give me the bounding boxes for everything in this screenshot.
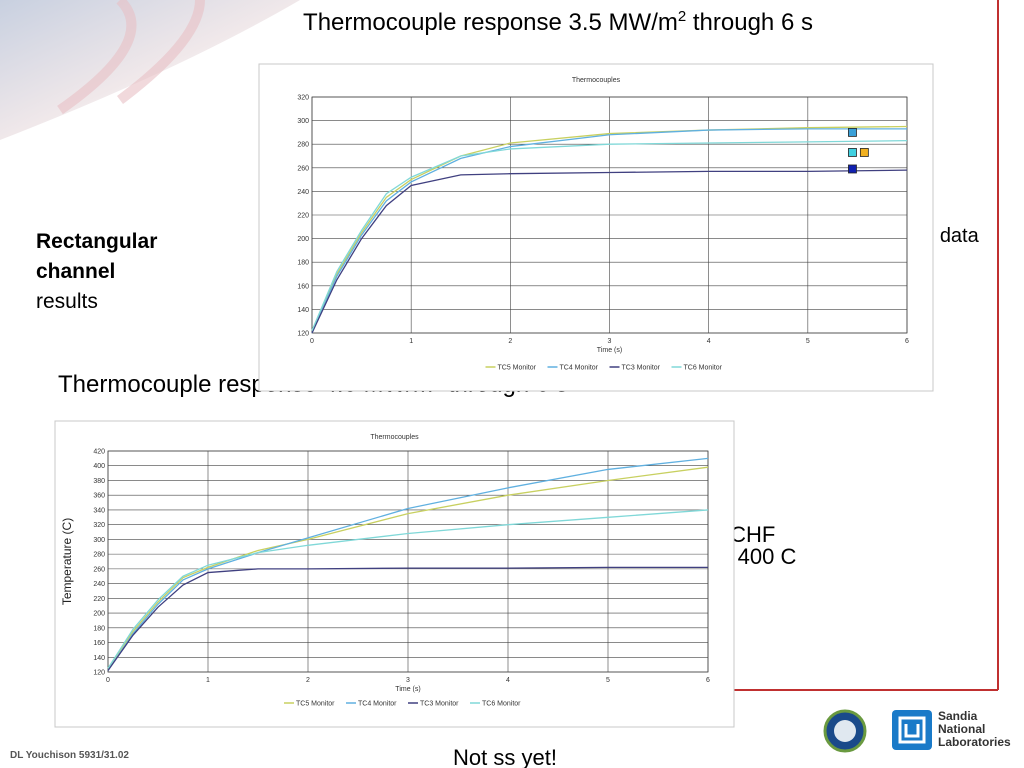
series-line: [311, 140, 908, 331]
chart-title: Thermocouples: [370, 434, 419, 441]
heading-sup: 2: [678, 8, 686, 25]
y-tick-label: 260: [297, 165, 309, 172]
y-tick-label: 160: [297, 283, 309, 290]
x-tick-label: 1: [206, 677, 210, 684]
y-tick-label: 300: [297, 118, 309, 125]
side-note: channel: [36, 260, 115, 283]
y-tick-label: 220: [93, 596, 105, 603]
x-tick-label: 3: [406, 677, 410, 684]
legend-label: TC4 Monitor: [358, 701, 397, 708]
heading-text: through 6 s: [686, 9, 813, 36]
x-tick-label: 4: [707, 338, 711, 345]
x-tick-label: 2: [508, 338, 512, 345]
y-tick-label: 380: [93, 478, 105, 485]
y-tick-label: 260: [93, 566, 105, 573]
x-tick-label: 2: [306, 677, 310, 684]
footer: DL Youchison 5931/31.02: [10, 750, 129, 761]
doe-logo-inner: [834, 720, 856, 742]
marker: [848, 127, 857, 137]
sandia-logo-mark: [898, 716, 926, 744]
marker: [848, 148, 857, 157]
x-axis-label: Time (s): [597, 347, 622, 354]
marker: [848, 164, 857, 174]
sandia-logo: [892, 710, 932, 750]
y-tick-label: 360: [93, 493, 105, 500]
y-tick-label: 280: [93, 552, 105, 559]
x-tick-label: 3: [608, 338, 612, 345]
x-tick-label: 5: [606, 677, 610, 684]
y-tick-label: 140: [297, 307, 309, 314]
logo-text: Sandia: [938, 709, 978, 723]
heading-text: Thermocouple response 3.5 MW/m: [303, 9, 678, 36]
x-tick-label: 6: [905, 338, 909, 345]
x-tick-label: 0: [310, 338, 314, 345]
series-line: [107, 466, 709, 669]
x-axis-label: Time (s): [395, 686, 420, 693]
legend-label: TC6 Monitor: [684, 365, 723, 372]
y-tick-label: 180: [297, 260, 309, 267]
series-line: [311, 169, 908, 334]
y-tick-label: 320: [93, 522, 105, 529]
x-tick-label: 0: [106, 677, 110, 684]
y-tick-label: 220: [297, 213, 309, 220]
y-tick-label: 340: [93, 507, 105, 514]
legend-label: TC5 Monitor: [498, 365, 537, 372]
y-tick-label: 160: [93, 640, 105, 647]
side-note: results: [36, 290, 98, 313]
legend-label: TC5 Monitor: [296, 701, 335, 708]
y-tick-label: 120: [297, 331, 309, 338]
annotation: Not ss yet!: [453, 745, 557, 768]
logo-text: Laboratories: [938, 735, 1011, 749]
x-tick-label: 5: [806, 338, 810, 345]
y-tick-label: 200: [297, 236, 309, 243]
heading: Thermocouple response 3.5 MW/m2 through …: [303, 8, 813, 36]
y-tick-label: 180: [93, 625, 105, 632]
x-tick-label: 1: [409, 338, 413, 345]
marker: [859, 148, 869, 157]
chart-frame: [54, 420, 735, 728]
logo-text: National: [938, 722, 985, 736]
y-axis-label: Temperature (C): [60, 518, 74, 605]
y-tick-label: 240: [297, 189, 309, 196]
chart-title: Thermocouples: [572, 77, 621, 84]
y-tick-label: 280: [297, 142, 309, 149]
series-line: [107, 509, 709, 669]
side-note: Rectangular: [36, 230, 157, 253]
series-line: [311, 128, 907, 334]
y-tick-label: 200: [93, 611, 105, 618]
y-tick-label: 140: [93, 655, 105, 662]
x-tick-label: 4: [506, 677, 510, 684]
legend-label: TC3 Monitor: [622, 365, 661, 372]
x-tick-label: 6: [706, 677, 710, 684]
y-tick-label: 400: [93, 463, 105, 470]
plot-area: [107, 450, 709, 673]
chart-frame: [258, 63, 934, 392]
y-tick-label: 240: [93, 581, 105, 588]
plot-area: [311, 96, 908, 334]
legend-label: TC3 Monitor: [420, 701, 459, 708]
flag-stripes: [57, 0, 205, 115]
y-tick-label: 320: [297, 95, 309, 102]
y-tick-label: 120: [93, 670, 105, 677]
legend-label: TC6 Monitor: [482, 701, 521, 708]
y-tick-label: 420: [93, 449, 105, 456]
legend-label: TC4 Monitor: [560, 365, 599, 372]
series-line: [107, 566, 708, 671]
y-tick-label: 300: [93, 537, 105, 544]
